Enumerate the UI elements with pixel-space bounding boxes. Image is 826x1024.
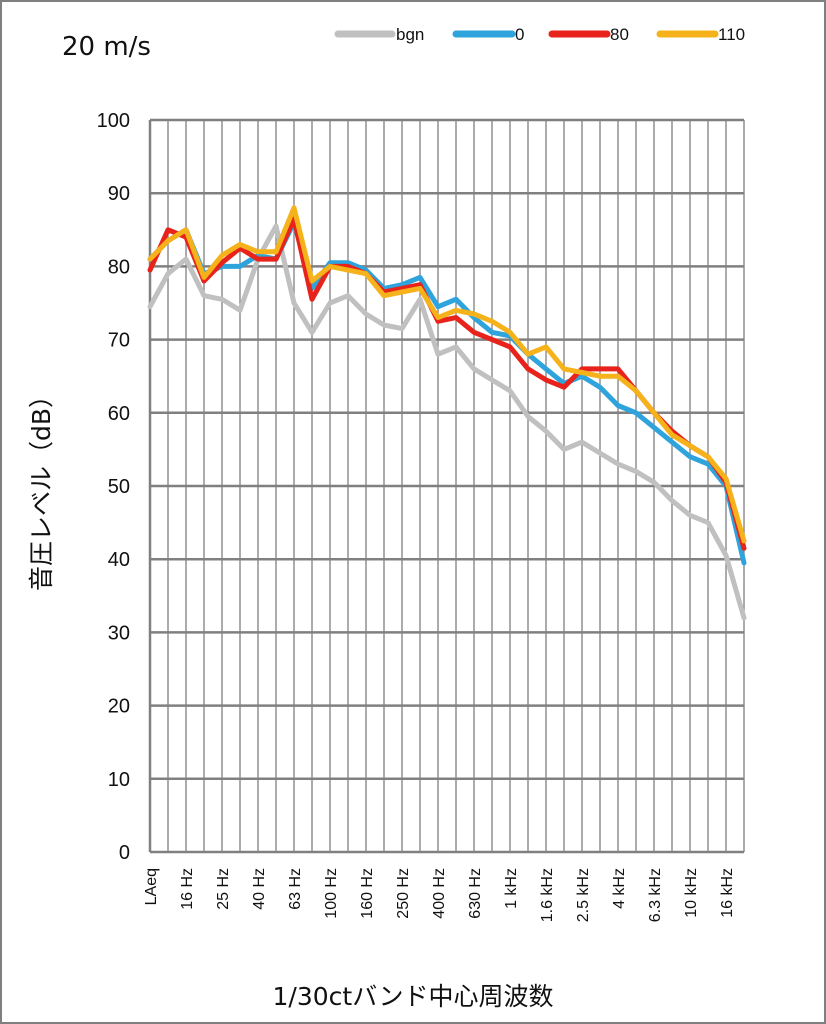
y-tick-label: 60 bbox=[108, 403, 130, 425]
x-tick-label: 25 Hz bbox=[215, 868, 232, 910]
series-lines bbox=[147, 205, 747, 621]
series-line-110 bbox=[147, 205, 747, 544]
y-tick-label: 20 bbox=[108, 696, 130, 718]
x-axis-label: 1/30ctバンド中心周波数 bbox=[273, 982, 554, 1011]
x-tick-label: 250 Hz bbox=[395, 868, 412, 919]
x-tick-label: 4 kHz bbox=[611, 868, 628, 909]
x-tick-labels: LAeq 16 Hz 25 Hz 40 Hz 63 Hz 100 Hz 160 Hz 250 … bbox=[143, 868, 736, 922]
legend: bgn 0 80 110 bbox=[334, 25, 745, 44]
y-tick-label: 80 bbox=[108, 256, 130, 278]
x-tick-label: 16 Hz bbox=[179, 868, 196, 910]
series-line-0 bbox=[147, 220, 747, 566]
legend-label-110: 110 bbox=[718, 25, 745, 44]
x-tick-label: 6.3 kHz bbox=[647, 868, 664, 922]
x-tick-label: 630 Hz bbox=[467, 868, 484, 919]
chart-title: 20 m/s bbox=[62, 32, 151, 62]
y-tick-labels: 0 10 20 30 40 50 60 70 80 90 100 bbox=[97, 110, 130, 864]
x-tick-label: 10 kHz bbox=[683, 868, 700, 918]
y-tick-label: 30 bbox=[108, 622, 130, 644]
legend-label-80: 80 bbox=[610, 25, 629, 44]
x-tick-label: 100 Hz bbox=[323, 868, 340, 919]
legend-label-bgn: bgn bbox=[396, 25, 424, 44]
y-tick-label: 10 bbox=[108, 769, 130, 791]
y-tick-label: 50 bbox=[108, 476, 130, 498]
x-tick-label: 63 Hz bbox=[287, 868, 304, 910]
x-tick-label: LAeq bbox=[143, 868, 160, 905]
y-axis-label: 音圧レベル（dB） bbox=[27, 383, 56, 591]
x-tick-label: 160 Hz bbox=[359, 868, 376, 919]
x-tick-label: 1 kHz bbox=[503, 868, 520, 909]
x-tick-label: 40 Hz bbox=[251, 868, 268, 910]
series-line-bgn bbox=[147, 223, 747, 621]
x-tick-label: 2.5 kHz bbox=[575, 868, 592, 922]
y-tick-label: 100 bbox=[97, 110, 130, 132]
legend-label-0: 0 bbox=[515, 25, 524, 44]
x-tick-label: 1.6 kHz bbox=[539, 868, 556, 922]
y-tick-label: 70 bbox=[108, 330, 130, 352]
y-tick-label: 40 bbox=[108, 549, 130, 571]
y-tick-label: 90 bbox=[108, 183, 130, 205]
x-tick-label: 16 kHz bbox=[719, 868, 736, 918]
x-tick-label: 400 Hz bbox=[431, 868, 448, 919]
y-tick-label: 0 bbox=[119, 842, 130, 864]
